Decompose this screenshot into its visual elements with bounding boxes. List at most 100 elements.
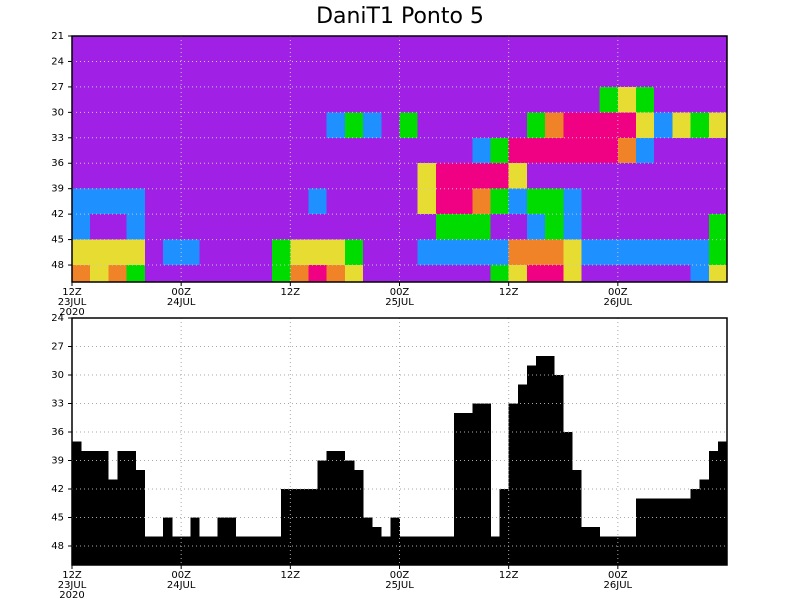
- bar: [181, 536, 191, 565]
- heatmap-cell: [563, 188, 582, 215]
- heatmap-cell: [235, 214, 255, 241]
- heatmap-cell: [454, 214, 473, 241]
- heatmap-cell: [472, 188, 491, 215]
- heatmap-cell: [399, 86, 419, 113]
- bar: [335, 451, 346, 565]
- heatmap-cell: [636, 265, 655, 282]
- heatmap-cell: [508, 265, 528, 282]
- heatmap-cell: [326, 36, 346, 62]
- heatmap-cell: [381, 214, 400, 241]
- plot-frame: [71, 317, 728, 566]
- heatmap-cell: [217, 239, 237, 266]
- heatmap-cell: [272, 86, 291, 113]
- heatmap-cell: [708, 36, 727, 62]
- heatmap-cell: [599, 214, 619, 241]
- bar: [253, 536, 264, 565]
- heatmap-cell: [563, 36, 582, 62]
- heatmap-cell: [417, 36, 437, 62]
- heatmap-cell: [399, 163, 419, 190]
- y-tick-label: 24: [51, 313, 64, 324]
- x-tick-label: 00Z: [608, 570, 628, 581]
- heatmap-cell: [708, 61, 727, 88]
- heatmap-cell: [545, 188, 564, 215]
- heatmap-cell: [235, 36, 255, 62]
- heatmap-cell: [199, 239, 219, 266]
- heatmap-cell: [235, 188, 255, 215]
- heatmap-cell: [490, 112, 510, 139]
- heatmap-cell: [399, 265, 419, 282]
- heatmap-cell: [472, 86, 491, 113]
- bar: [354, 470, 364, 565]
- heatmap-cell: [253, 86, 273, 113]
- heatmap-cell: [217, 61, 237, 88]
- heatmap-cell: [435, 36, 455, 62]
- heatmap-cell: [144, 214, 164, 241]
- y-tick-label: 30: [51, 107, 64, 118]
- heatmap-cell: [363, 112, 382, 139]
- heatmap-cell: [672, 188, 692, 215]
- y-tick-label: 24: [51, 56, 64, 67]
- heatmap-cell: [199, 214, 219, 241]
- heatmap-cell: [617, 214, 637, 241]
- heatmap-cell: [181, 239, 200, 266]
- heatmap-cell: [472, 214, 491, 241]
- heatmap-cell: [235, 163, 255, 190]
- heatmap-cell: [526, 86, 546, 113]
- heatmap-cell: [654, 163, 673, 190]
- heatmap-cell: [454, 188, 473, 215]
- heatmap-cell: [344, 112, 364, 139]
- heatmap-cell: [126, 239, 146, 266]
- heatmap-cell: [326, 112, 346, 139]
- heatmap-cell: [435, 265, 455, 282]
- heatmap-cell: [344, 36, 364, 62]
- heatmap-cell: [108, 112, 128, 139]
- heatmap-cell: [217, 188, 237, 215]
- x-tick-label: 00Z: [608, 287, 628, 298]
- heatmap-cell: [654, 61, 673, 88]
- heatmap-cell: [217, 36, 237, 62]
- heatmap-cell: [672, 163, 692, 190]
- y-tick-label: 45: [51, 513, 64, 524]
- heatmap-cell: [545, 112, 564, 139]
- bar: [272, 536, 282, 565]
- heatmap-cell: [508, 239, 528, 266]
- heatmap-cell: [690, 163, 710, 190]
- x-tick-label: 00Z: [390, 287, 410, 298]
- heatmap-cell: [636, 214, 655, 241]
- bar: [199, 536, 209, 565]
- heatmap-cell: [617, 86, 637, 113]
- heatmap-cell: [545, 214, 564, 241]
- heatmap-cell: [235, 112, 255, 139]
- heatmap-cell: [526, 265, 546, 282]
- heatmap-cell: [290, 112, 310, 139]
- y-tick-label: 36: [51, 158, 64, 169]
- bar: [499, 489, 509, 565]
- heatmap-cell: [708, 214, 727, 241]
- y-tick-label: 45: [51, 235, 64, 246]
- y-tick-label: 33: [51, 133, 64, 144]
- heatmap-cell: [435, 214, 455, 241]
- heatmap-cell: [672, 239, 692, 266]
- bar: [444, 536, 455, 565]
- heatmap-cell: [599, 137, 619, 164]
- heatmap-cell: [235, 86, 255, 113]
- bar: [99, 451, 109, 565]
- heatmap-cell: [217, 112, 237, 139]
- heatmap-cell: [599, 188, 619, 215]
- heatmap-cell: [272, 137, 291, 164]
- chart-title: DaniT1 Ponto 5: [316, 4, 484, 29]
- bar: [690, 489, 701, 565]
- heatmap-cell: [290, 61, 310, 88]
- heatmap-cell: [508, 188, 528, 215]
- x-tick-date: 25JUL: [385, 580, 414, 591]
- heatmap-cell: [636, 137, 655, 164]
- heatmap-cell: [344, 214, 364, 241]
- heatmap-cell: [72, 265, 91, 282]
- heatmap-cell: [326, 86, 346, 113]
- heatmap-cell: [272, 188, 291, 215]
- x-tick-label: 00Z: [171, 570, 191, 581]
- heatmap-cell: [181, 137, 200, 164]
- heatmap-cell: [617, 163, 637, 190]
- bar: [190, 517, 200, 565]
